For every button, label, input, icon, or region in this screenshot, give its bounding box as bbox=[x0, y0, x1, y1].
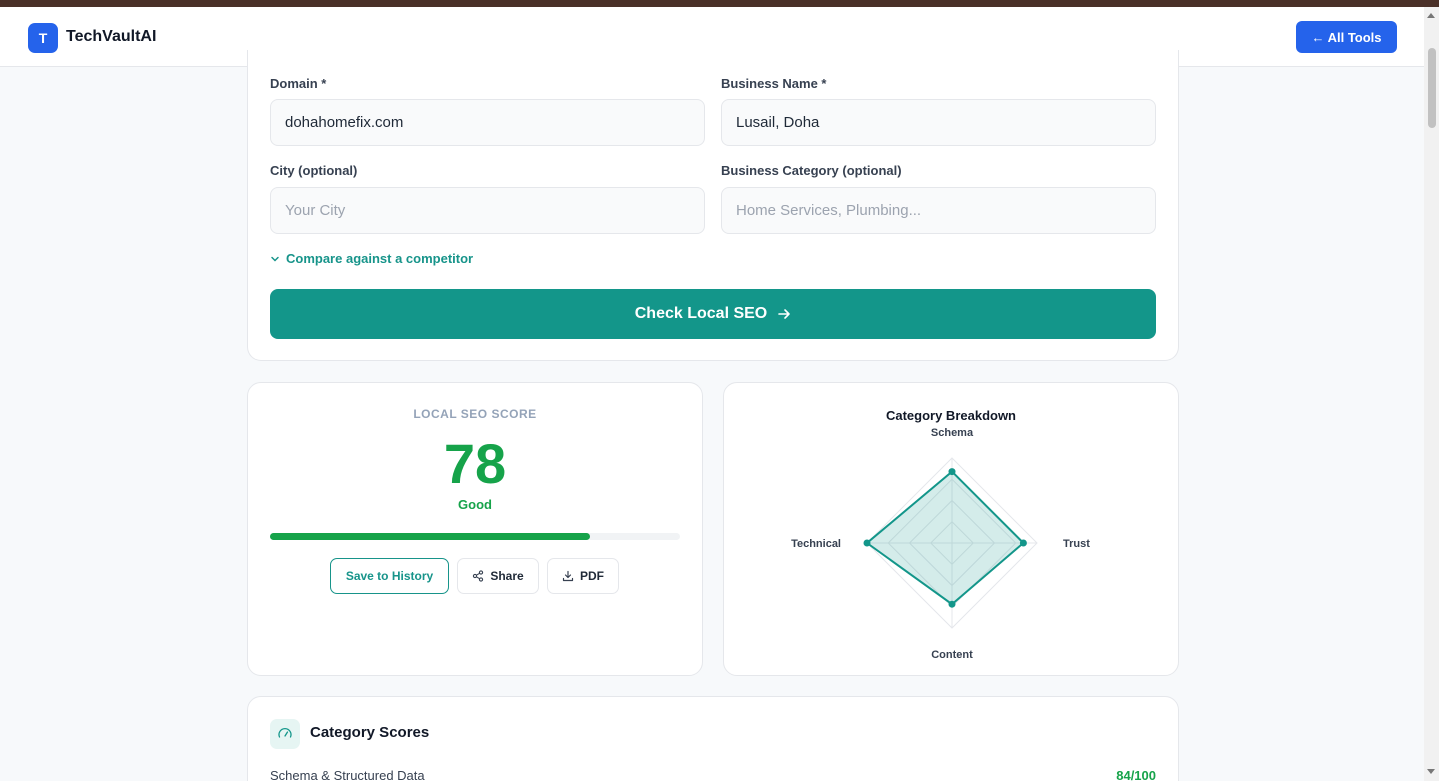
chevron-down-icon bbox=[271, 256, 279, 262]
score-progress-bar bbox=[270, 533, 680, 540]
pdf-button[interactable]: PDF bbox=[547, 558, 619, 594]
share-button[interactable]: Share bbox=[457, 558, 539, 594]
radar-axis-label: Trust bbox=[1063, 538, 1090, 550]
scroll-down-arrow-icon[interactable] bbox=[1427, 769, 1435, 774]
radar-data-point bbox=[948, 600, 956, 608]
radar-data-point bbox=[948, 468, 956, 476]
compare-competitor-label: Compare against a competitor bbox=[286, 251, 474, 266]
scrollbar-thumb[interactable] bbox=[1428, 48, 1436, 128]
page-scrollbar[interactable] bbox=[1424, 7, 1439, 781]
city-label: City (optional) bbox=[270, 163, 358, 178]
business-category-input[interactable] bbox=[721, 187, 1156, 234]
radar-data-point bbox=[863, 539, 871, 547]
check-local-seo-label: Check Local SEO bbox=[634, 305, 768, 322]
category-row-score: 84/100 bbox=[1116, 768, 1156, 781]
radar-axis-label: Technical bbox=[791, 538, 841, 550]
radar-axis-label: Content bbox=[931, 649, 973, 661]
domain-input[interactable] bbox=[270, 99, 705, 146]
brand-name: TechVaultAI bbox=[66, 28, 157, 45]
business-name-label: Business Name * bbox=[721, 76, 827, 91]
scroll-up-arrow-icon[interactable] bbox=[1427, 13, 1435, 18]
share-icon bbox=[473, 570, 484, 582]
score-progress-fill bbox=[270, 533, 590, 540]
save-to-history-label: Save to History bbox=[345, 569, 434, 583]
domain-label: Domain * bbox=[270, 76, 327, 91]
category-scores-card: Category Scores Schema & Structured Data… bbox=[247, 696, 1179, 781]
score-grade: Good bbox=[458, 497, 492, 512]
city-input[interactable] bbox=[270, 187, 705, 234]
logo-icon: T bbox=[28, 23, 58, 53]
score-label: LOCAL SEO SCORE bbox=[413, 407, 537, 421]
share-label: Share bbox=[490, 569, 524, 583]
local-seo-score-card: LOCAL SEO SCORE 78 Good Save to History … bbox=[247, 382, 703, 676]
check-local-seo-button[interactable]: Check Local SEO bbox=[270, 289, 1156, 339]
gauge-icon bbox=[270, 719, 300, 749]
pdf-label: PDF bbox=[580, 569, 604, 583]
radar-axis-label: Schema bbox=[931, 427, 974, 439]
window-top-strip bbox=[0, 0, 1439, 7]
radar-chart: Schema Trust Content Technical bbox=[791, 427, 1090, 661]
download-icon bbox=[562, 570, 574, 582]
business-category-label: Business Category (optional) bbox=[721, 163, 902, 178]
radar-data-point bbox=[1019, 539, 1027, 547]
category-scores-title: Category Scores bbox=[310, 724, 430, 741]
category-breakdown-card: Category Breakdown Schema Trust Content Tec… bbox=[723, 382, 1179, 676]
arrow-right-icon bbox=[778, 309, 791, 319]
score-value: 78 bbox=[443, 432, 507, 495]
business-name-input[interactable] bbox=[721, 99, 1156, 146]
save-to-history-button[interactable]: Save to History bbox=[330, 558, 449, 594]
category-row-name: Schema & Structured Data bbox=[270, 768, 425, 781]
all-tools-button[interactable]: ← All Tools bbox=[1296, 21, 1397, 53]
radar-series-area bbox=[865, 470, 1025, 606]
score-actions: Save to History Share PDF bbox=[330, 558, 619, 594]
radar-chart-title: Category Breakdown bbox=[885, 408, 1017, 423]
compare-competitor-toggle[interactable]: Compare against a competitor bbox=[270, 251, 473, 266]
